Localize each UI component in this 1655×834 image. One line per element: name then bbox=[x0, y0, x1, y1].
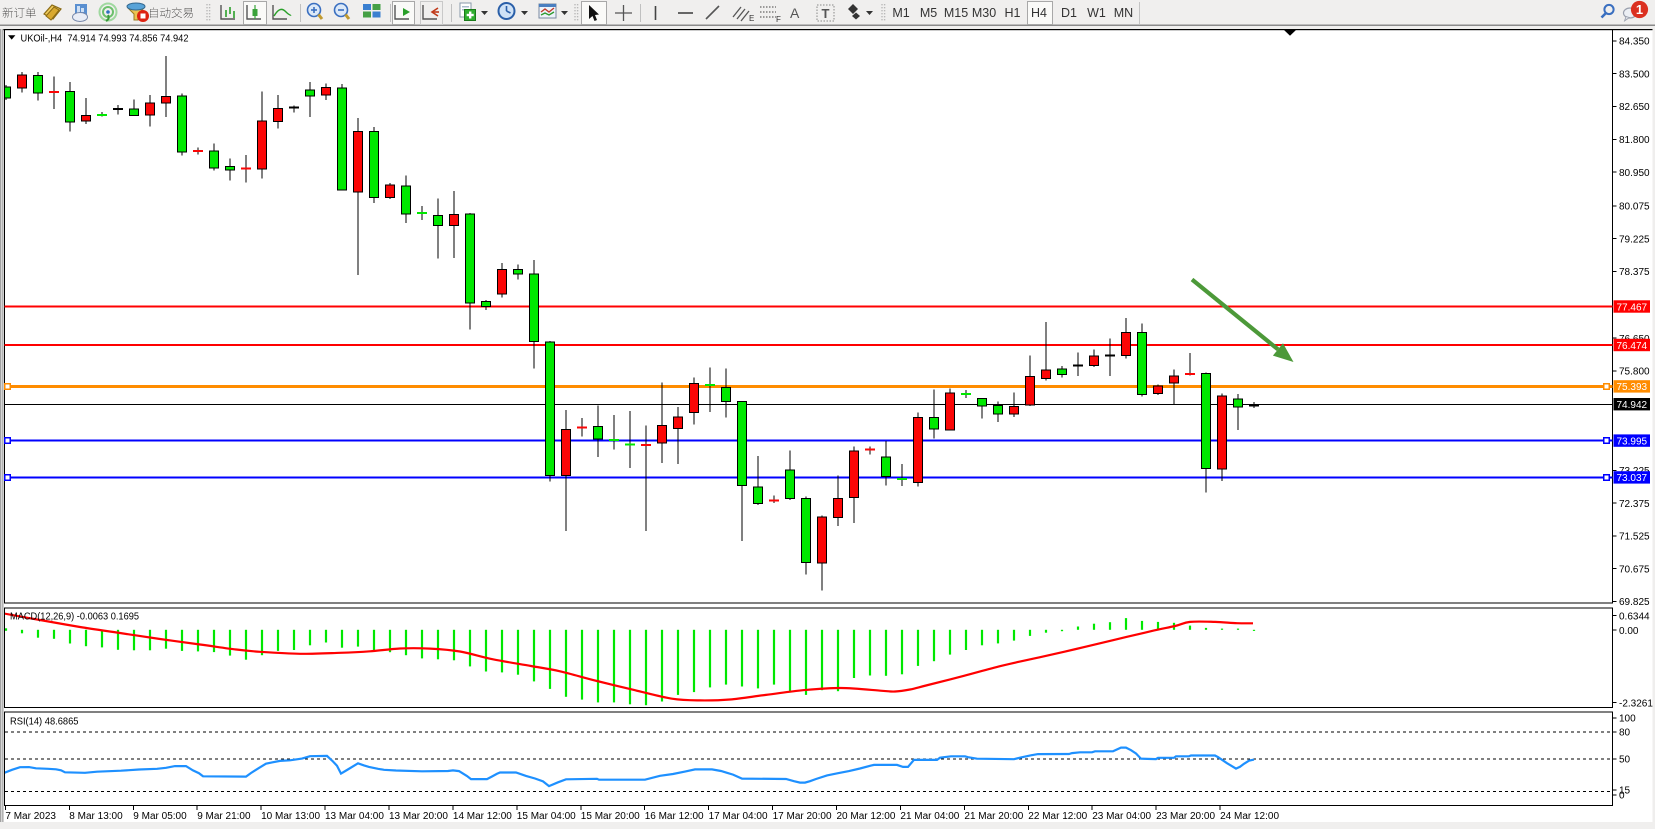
svg-text:80.950: 80.950 bbox=[1619, 168, 1650, 179]
svg-text:75.800: 75.800 bbox=[1619, 367, 1650, 378]
svg-text:15 Mar 04:00: 15 Mar 04:00 bbox=[517, 811, 576, 822]
svg-text:23 Mar 04:00: 23 Mar 04:00 bbox=[1092, 811, 1151, 822]
svg-text:81.800: 81.800 bbox=[1619, 135, 1650, 146]
svg-text:M15: M15 bbox=[944, 6, 968, 20]
svg-text:9 Mar 21:00: 9 Mar 21:00 bbox=[197, 811, 251, 822]
svg-text:78.375: 78.375 bbox=[1619, 267, 1650, 278]
svg-text:UKOil-,H4 74.914 74.993 74.85: UKOil-,H4 74.914 74.993 74.856 74.942 bbox=[21, 32, 189, 44]
svg-text:16 Mar 12:00: 16 Mar 12:00 bbox=[645, 811, 704, 822]
svg-text:F: F bbox=[776, 15, 781, 24]
svg-text:14 Mar 12:00: 14 Mar 12:00 bbox=[453, 811, 512, 822]
svg-text:80.075: 80.075 bbox=[1619, 202, 1650, 213]
svg-text:13 Mar 20:00: 13 Mar 20:00 bbox=[389, 811, 448, 822]
svg-text:M1: M1 bbox=[892, 6, 909, 20]
svg-text:100: 100 bbox=[1619, 714, 1636, 725]
svg-text:7 Mar 2023: 7 Mar 2023 bbox=[5, 811, 56, 822]
svg-text:E: E bbox=[749, 14, 754, 23]
svg-text:80: 80 bbox=[1619, 728, 1631, 739]
svg-text:21 Mar 04:00: 21 Mar 04:00 bbox=[900, 811, 959, 822]
svg-text:H1: H1 bbox=[1005, 6, 1021, 20]
svg-text:MN: MN bbox=[1114, 6, 1133, 20]
svg-text:77.467: 77.467 bbox=[1617, 302, 1648, 313]
svg-text:82.650: 82.650 bbox=[1619, 102, 1650, 113]
svg-text:RSI(14) 48.6865: RSI(14) 48.6865 bbox=[10, 716, 79, 728]
svg-text:73.037: 73.037 bbox=[1617, 473, 1648, 484]
svg-text:0.00: 0.00 bbox=[1619, 626, 1639, 637]
svg-text:79.225: 79.225 bbox=[1619, 234, 1650, 245]
svg-text:D1: D1 bbox=[1061, 6, 1077, 20]
svg-text:24 Mar 12:00: 24 Mar 12:00 bbox=[1220, 811, 1279, 822]
svg-text:H4: H4 bbox=[1031, 6, 1047, 20]
svg-text:1: 1 bbox=[1636, 2, 1643, 17]
svg-text:74.942: 74.942 bbox=[1617, 400, 1648, 411]
svg-text:23 Mar 20:00: 23 Mar 20:00 bbox=[1156, 811, 1215, 822]
svg-text:70.675: 70.675 bbox=[1619, 564, 1650, 575]
svg-text:8 Mar 13:00: 8 Mar 13:00 bbox=[69, 811, 123, 822]
svg-text:17 Mar 04:00: 17 Mar 04:00 bbox=[709, 811, 768, 822]
svg-text:0.6344: 0.6344 bbox=[1619, 611, 1650, 622]
svg-text:MACD(12,26,9) -0.0063 0.1695: MACD(12,26,9) -0.0063 0.1695 bbox=[10, 611, 139, 623]
svg-text:9 Mar 05:00: 9 Mar 05:00 bbox=[133, 811, 187, 822]
svg-text:75.393: 75.393 bbox=[1617, 382, 1648, 393]
svg-text:A: A bbox=[790, 5, 800, 21]
svg-text:71.525: 71.525 bbox=[1619, 532, 1650, 543]
svg-text:73.995: 73.995 bbox=[1617, 436, 1648, 447]
svg-text:-2.3261: -2.3261 bbox=[1619, 698, 1653, 709]
svg-text:20 Mar 12:00: 20 Mar 12:00 bbox=[837, 811, 896, 822]
svg-text:22 Mar 12:00: 22 Mar 12:00 bbox=[1028, 811, 1087, 822]
svg-text:69.825: 69.825 bbox=[1619, 597, 1650, 608]
svg-text:15 Mar 20:00: 15 Mar 20:00 bbox=[581, 811, 640, 822]
svg-text:21 Mar 20:00: 21 Mar 20:00 bbox=[964, 811, 1023, 822]
svg-text:T: T bbox=[822, 6, 830, 21]
svg-text:83.500: 83.500 bbox=[1619, 69, 1650, 80]
svg-text:0: 0 bbox=[1619, 791, 1625, 802]
svg-text:M5: M5 bbox=[920, 6, 937, 20]
svg-text:50: 50 bbox=[1619, 755, 1631, 766]
svg-text:76.474: 76.474 bbox=[1617, 341, 1648, 352]
svg-text:10 Mar 13:00: 10 Mar 13:00 bbox=[261, 811, 320, 822]
svg-text:72.375: 72.375 bbox=[1619, 499, 1650, 510]
svg-text:17 Mar 20:00: 17 Mar 20:00 bbox=[773, 811, 832, 822]
svg-text:13 Mar 04:00: 13 Mar 04:00 bbox=[325, 811, 384, 822]
svg-text:M30: M30 bbox=[972, 6, 996, 20]
svg-text:84.350: 84.350 bbox=[1619, 37, 1650, 48]
svg-text:W1: W1 bbox=[1087, 6, 1106, 20]
